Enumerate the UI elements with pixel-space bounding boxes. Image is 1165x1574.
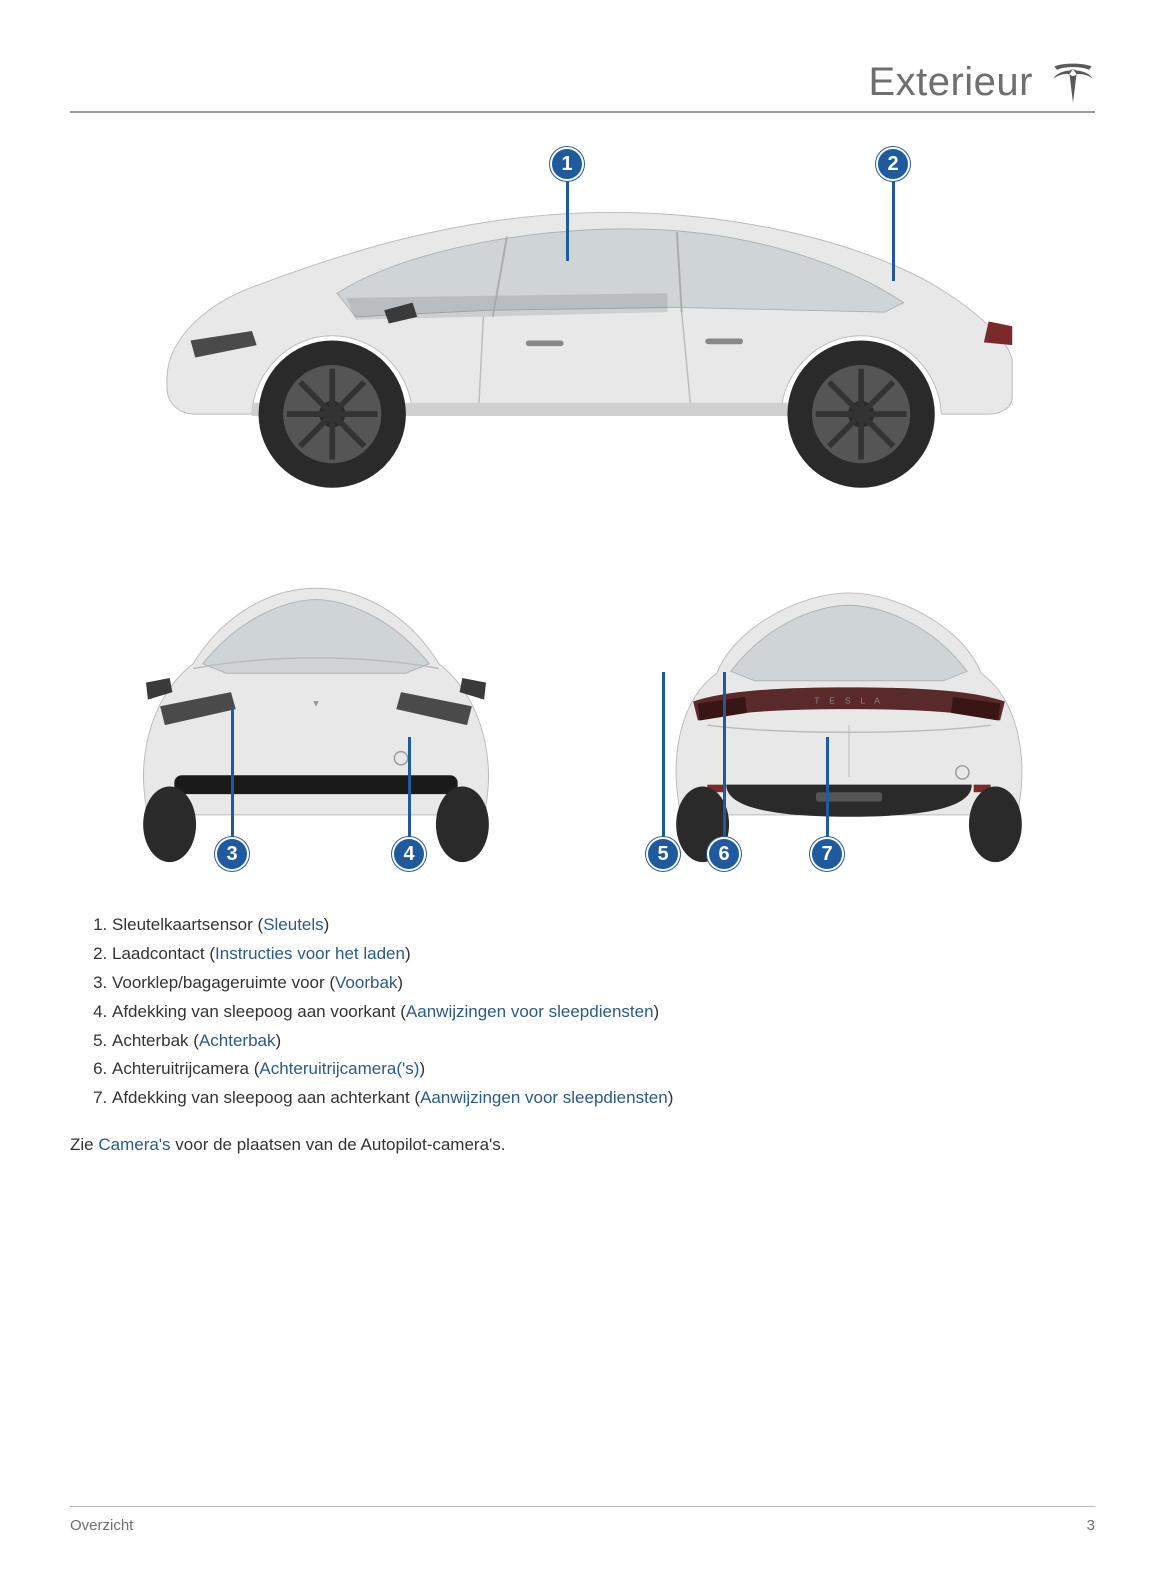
car-front-view: ▼ [70,541,562,881]
vehicle-diagram: ▼ T E S L A [70,141,1095,881]
legend-link[interactable]: Sleutels [263,915,323,934]
legend-text: Afdekking van sleepoog aan voorkant ( [112,1002,406,1021]
footnote-link[interactable]: Camera's [98,1135,170,1154]
callout-line-6 [723,672,726,837]
page: Exterieur [0,0,1165,1574]
callout-6: 6 [707,837,741,871]
footer-page-number: 3 [1087,1517,1095,1534]
callout-4: 4 [392,837,426,871]
legend-item-3: Voorklep/bagageruimte voor (Voorbak) [112,969,1095,998]
legend-link[interactable]: Instructies voor het laden [215,944,405,963]
callout-5: 5 [646,837,680,871]
legend-link[interactable]: Aanwijzingen voor sleepdiensten [420,1088,668,1107]
legend-link[interactable]: Achteruitrijcamera('s) [259,1059,419,1078]
legend-text-after: ) [405,944,411,963]
legend-link[interactable]: Voorbak [335,973,397,992]
legend-item-1: Sleutelkaartsensor (Sleutels) [112,911,1095,940]
legend-item-4: Afdekking van sleepoog aan voorkant (Aan… [112,998,1095,1027]
legend-text-after: ) [275,1031,281,1050]
legend-text-after: ) [668,1088,674,1107]
page-header: Exterieur [70,60,1095,113]
legend-text: Afdekking van sleepoog aan achterkant ( [112,1088,420,1107]
legend-text-after: ) [397,973,403,992]
legend-text: Laadcontact ( [112,944,215,963]
legend-link[interactable]: Achterbak [199,1031,276,1050]
legend-list: Sleutelkaartsensor (Sleutels)Laadcontact… [90,911,1095,1113]
legend-item-6: Achteruitrijcamera (Achteruitrijcamera('… [112,1055,1095,1084]
legend-item-5: Achterbak (Achterbak) [112,1027,1095,1056]
callout-2: 2 [876,147,910,181]
legend-text-after: ) [654,1002,660,1021]
legend-text: Sleutelkaartsensor ( [112,915,263,934]
legend-item-2: Laadcontact (Instructies voor het laden) [112,940,1095,969]
page-footer: Overzicht 3 [70,1506,1095,1534]
footnote: Zie Camera's voor de plaatsen van de Aut… [70,1135,1095,1155]
legend-text: Voorklep/bagageruimte voor ( [112,973,335,992]
callout-line-4 [408,737,411,837]
legend-text: Achterbak ( [112,1031,199,1050]
callout-7: 7 [810,837,844,871]
legend-item-7: Afdekking van sleepoog aan achterkant (A… [112,1084,1095,1113]
callout-line-3 [231,707,234,837]
callout-line-7 [826,737,829,837]
callout-line-5 [662,672,665,837]
legend-text-after: ) [419,1059,425,1078]
page-title: Exterieur [868,60,1033,105]
callout-1: 1 [550,147,584,181]
svg-text:▼: ▼ [311,698,320,709]
footnote-after: voor de plaatsen van de Autopilot-camera… [171,1135,506,1154]
legend-text-after: ) [324,915,330,934]
footer-section: Overzicht [70,1517,133,1534]
svg-text:T E S L A: T E S L A [814,695,883,705]
car-side-view [70,161,1095,501]
callout-3: 3 [215,837,249,871]
legend-text: Achteruitrijcamera ( [112,1059,259,1078]
footnote-before: Zie [70,1135,98,1154]
car-rear-view: T E S L A [603,541,1095,881]
callout-line-2 [892,181,895,281]
tesla-logo-icon [1051,61,1095,105]
callout-line-1 [566,181,569,261]
legend-link[interactable]: Aanwijzingen voor sleepdiensten [406,1002,654,1021]
